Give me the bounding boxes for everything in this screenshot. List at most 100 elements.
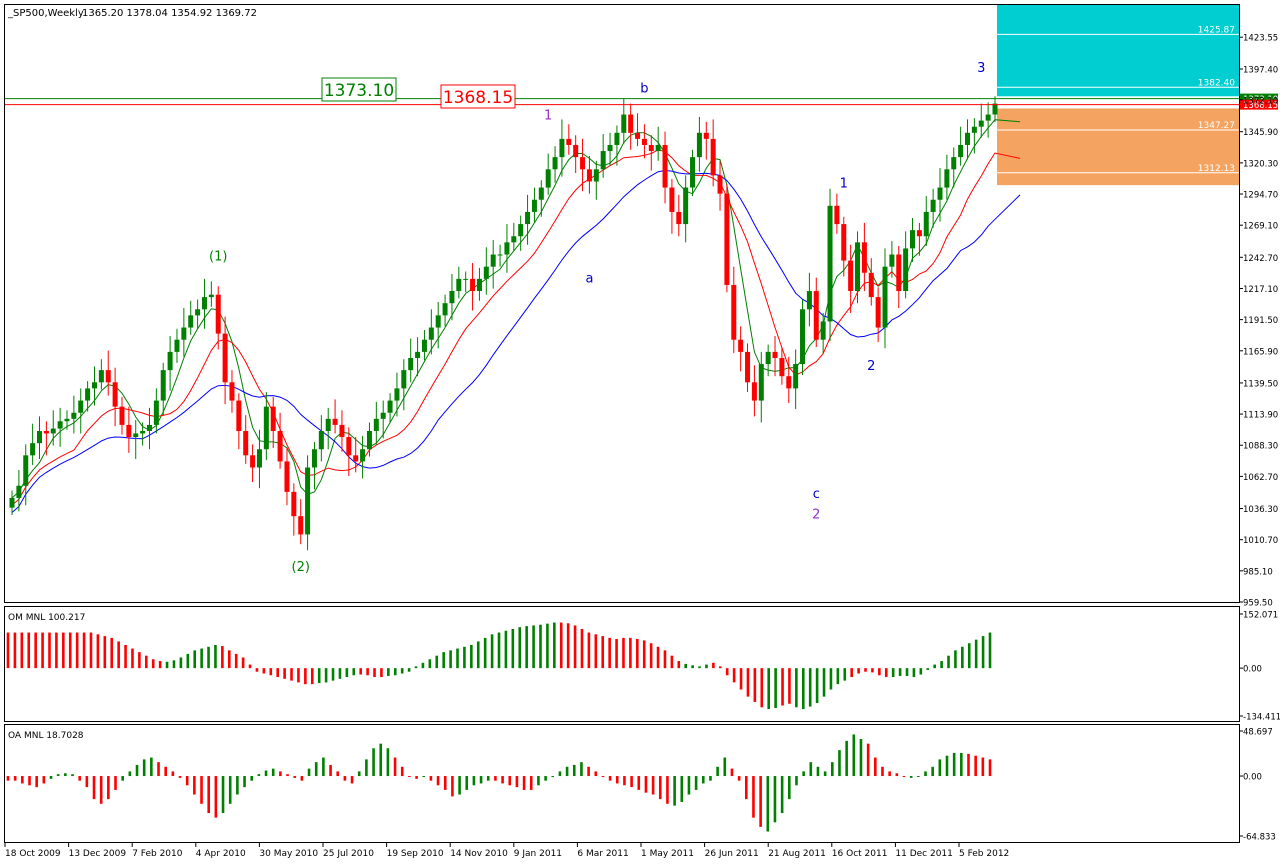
candle <box>655 126 661 161</box>
histogram-bar <box>945 755 949 777</box>
symbol-label: _SP500,Weekly <box>7 8 84 19</box>
candle <box>648 135 654 171</box>
histogram-bar <box>429 776 433 781</box>
histogram-bar <box>400 766 404 777</box>
histogram-bar <box>142 759 146 777</box>
candle <box>43 421 49 456</box>
candle <box>621 98 627 144</box>
candle <box>490 239 496 289</box>
histogram-bar <box>365 759 368 777</box>
wave-label: (1) <box>209 250 227 265</box>
histogram-bar <box>823 771 827 777</box>
candle <box>916 222 922 256</box>
candle <box>174 328 180 363</box>
histogram-bar <box>124 645 127 669</box>
candle <box>841 216 847 277</box>
histogram-bar <box>165 661 169 669</box>
x-tick-label: 6 Mar 2011 <box>577 849 628 859</box>
candle <box>71 395 77 434</box>
candle <box>463 271 469 293</box>
candle <box>793 349 799 410</box>
histogram-bar <box>276 668 280 678</box>
candle <box>270 396 276 449</box>
histogram-bar <box>138 652 141 669</box>
candle <box>635 113 641 147</box>
histogram-bar <box>795 668 798 708</box>
histogram-bar <box>329 764 332 777</box>
histogram-bar <box>407 668 411 672</box>
histogram-bar <box>286 774 289 777</box>
histogram-bar <box>988 632 992 669</box>
wave-label: 2 <box>867 359 875 374</box>
histogram-bar <box>752 776 755 818</box>
candle <box>855 231 861 304</box>
histogram-bar <box>322 757 325 777</box>
candle <box>291 483 297 536</box>
histogram-bar <box>615 638 618 669</box>
candle <box>85 381 91 412</box>
histogram-bar <box>451 776 454 797</box>
histogram-bar <box>283 668 286 679</box>
x-tick-label: 26 Jun 2011 <box>705 849 759 859</box>
candle <box>573 135 579 173</box>
histogram-bar <box>228 776 232 804</box>
x-tick-label: 19 Sep 2010 <box>387 849 444 859</box>
histogram-bar <box>435 655 439 669</box>
candle <box>243 415 249 464</box>
histogram-bar <box>888 771 891 777</box>
histogram-bar <box>884 668 888 678</box>
wave-label: a <box>585 272 593 287</box>
candle <box>236 393 242 450</box>
histogram-bar <box>691 665 694 669</box>
candle <box>511 222 517 251</box>
histogram-bar <box>501 776 504 784</box>
x-tick-label: 5 Feb 2012 <box>959 849 1009 859</box>
y-tick-label: 0.00 <box>1243 665 1262 675</box>
candle <box>380 400 386 439</box>
om-title: OM MNL 100.217 <box>8 613 85 623</box>
candle <box>318 415 324 462</box>
candle <box>751 365 757 417</box>
histogram-bar <box>580 762 583 777</box>
histogram-bar <box>214 776 218 818</box>
wave-label: 3 <box>977 61 985 76</box>
candle <box>387 393 393 423</box>
histogram-bar <box>766 776 770 832</box>
candle <box>559 119 565 177</box>
candle <box>16 469 22 512</box>
moving-average-20 <box>11 169 1021 513</box>
y-tick-label: 1217.10 <box>1243 285 1278 295</box>
candle <box>497 244 503 267</box>
histogram-bar <box>185 776 189 786</box>
histogram-bar <box>677 661 681 669</box>
histogram-bar <box>336 771 340 777</box>
histogram-bar <box>96 634 100 669</box>
histogram-bar <box>774 668 777 709</box>
histogram-bar <box>580 628 584 669</box>
histogram-bar <box>307 768 311 777</box>
histogram-bar <box>279 771 282 777</box>
histogram-bar <box>698 666 701 669</box>
histogram-bar <box>171 771 175 777</box>
candle <box>600 134 606 178</box>
candle <box>360 435 366 479</box>
candle <box>428 309 434 355</box>
candle <box>806 272 812 327</box>
histogram-bar <box>449 650 452 669</box>
histogram-bar <box>938 759 942 777</box>
histogram-bar <box>836 668 840 685</box>
candle <box>944 154 950 200</box>
histogram-bar <box>795 776 798 786</box>
histogram-bar <box>767 668 771 710</box>
histogram-bar <box>737 776 741 781</box>
candle <box>112 367 118 427</box>
x-tick-label: 1 May 2011 <box>641 849 694 859</box>
histogram-bar <box>838 750 841 777</box>
histogram-bar <box>895 773 899 777</box>
y-tick-label: 959.50 <box>1243 599 1273 609</box>
histogram-bar <box>55 632 58 669</box>
histogram-bar <box>881 766 884 777</box>
histogram-bar <box>373 668 376 678</box>
y-tick-label: 1397.40 <box>1243 66 1278 76</box>
candle <box>140 422 146 446</box>
